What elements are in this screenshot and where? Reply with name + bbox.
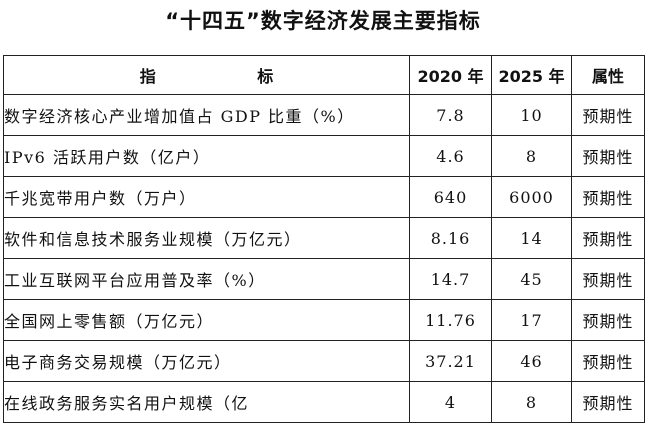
table-row: 全国网上零售额（万亿元） 11.76 17 预期性 — [3, 299, 645, 341]
indicator-name: 在线政务服务实名用户规模（亿 — [3, 381, 410, 423]
table-row: 工业互联网平台应用普及率（%） 14.7 45 预期性 — [3, 258, 645, 300]
attribute-cell: 预期性 — [571, 258, 645, 300]
indicator-name: 数字经济核心产业增加值占 GDP 比重（%） — [3, 94, 410, 136]
indicators-table: 指 标 2020 年 2025 年 属性 数字经济核心产业增加值占 GDP 比重… — [3, 55, 645, 423]
value-2020: 14.7 — [409, 258, 492, 300]
indicator-name: 软件和信息技术服务业规模（万亿元） — [3, 217, 410, 259]
table-row: 软件和信息技术服务业规模（万亿元） 8.16 14 预期性 — [3, 217, 645, 259]
header-2025: 2025 年 — [491, 55, 572, 95]
attribute-cell: 预期性 — [571, 217, 645, 259]
value-2025: 6000 — [491, 176, 572, 218]
table-row: 电子商务交易规模（万亿元） 37.21 46 预期性 — [3, 340, 645, 382]
attribute-cell: 预期性 — [571, 381, 645, 423]
header-indicator: 指 标 — [3, 55, 410, 95]
table-row: 在线政务服务实名用户规模（亿 4 8 预期性 — [3, 381, 645, 423]
indicator-name: 工业互联网平台应用普及率（%） — [3, 258, 410, 300]
value-2020: 7.8 — [409, 94, 492, 136]
value-2025: 46 — [491, 340, 572, 382]
value-2020: 4.6 — [409, 135, 492, 177]
value-2025: 17 — [491, 299, 572, 341]
value-2020: 640 — [409, 176, 492, 218]
value-2025: 45 — [491, 258, 572, 300]
header-row: 指 标 2020 年 2025 年 属性 — [3, 55, 645, 95]
attribute-cell: 预期性 — [571, 94, 645, 136]
value-2025: 8 — [491, 381, 572, 423]
table-row: 千兆宽带用户数（万户） 640 6000 预期性 — [3, 176, 645, 218]
value-2020: 11.76 — [409, 299, 492, 341]
value-2020: 37.21 — [409, 340, 492, 382]
attribute-cell: 预期性 — [571, 176, 645, 218]
value-2025: 8 — [491, 135, 572, 177]
indicator-name: IPv6 活跃用户数（亿户） — [3, 135, 410, 177]
page-title: “十四五”数字经济发展主要指标 — [165, 9, 481, 33]
indicator-name: 全国网上零售额（万亿元） — [3, 299, 410, 341]
indicator-name: 千兆宽带用户数（万户） — [3, 176, 410, 218]
attribute-cell: 预期性 — [571, 135, 645, 177]
indicator-name: 电子商务交易规模（万亿元） — [3, 340, 410, 382]
table-row: IPv6 活跃用户数（亿户） 4.6 8 预期性 — [3, 135, 645, 177]
value-2025: 10 — [491, 94, 572, 136]
table-row: 数字经济核心产业增加值占 GDP 比重（%） 7.8 10 预期性 — [3, 94, 645, 136]
value-2025: 14 — [491, 217, 572, 259]
value-2020: 4 — [409, 381, 492, 423]
value-2020: 8.16 — [409, 217, 492, 259]
header-2020: 2020 年 — [409, 55, 492, 95]
attribute-cell: 预期性 — [571, 299, 645, 341]
header-attribute: 属性 — [571, 55, 645, 95]
attribute-cell: 预期性 — [571, 340, 645, 382]
